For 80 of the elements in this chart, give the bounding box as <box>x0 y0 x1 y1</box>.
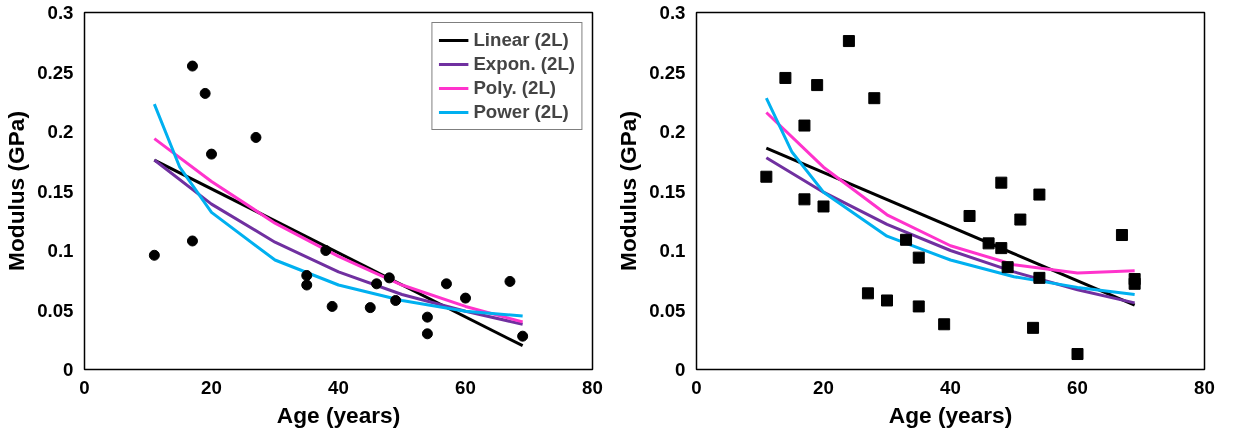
point <box>938 318 951 331</box>
point <box>963 209 976 222</box>
x-axis-title: Age (years) <box>888 401 1013 428</box>
point <box>1071 348 1084 361</box>
point <box>982 237 995 250</box>
point <box>912 300 925 313</box>
point <box>995 242 1008 255</box>
y-tick-label: 0.15 <box>37 180 74 202</box>
y-tick-label: 0.3 <box>659 2 686 23</box>
point <box>817 200 830 213</box>
y-tick-label: 0.05 <box>37 299 74 321</box>
legend-label: Power (2L) <box>473 101 569 123</box>
point <box>798 193 811 206</box>
y-axis-title: Modulus (GPa) <box>615 111 642 271</box>
y-tick-label: 0.2 <box>47 121 74 142</box>
y-tick-label: 0.2 <box>659 121 686 142</box>
point <box>811 79 824 92</box>
point <box>371 278 383 290</box>
point <box>320 245 332 256</box>
y-tick-label: 0.1 <box>659 240 686 261</box>
y-tick-label: 0.25 <box>649 61 686 83</box>
point <box>199 87 211 99</box>
point <box>1115 229 1128 242</box>
point <box>1014 213 1027 226</box>
point <box>868 92 881 105</box>
x-axis-title: Age (years) <box>276 401 401 428</box>
point <box>1027 321 1040 334</box>
line-series <box>764 110 1137 275</box>
x-tick-label: 0 <box>691 376 702 398</box>
y-tick-label: 0.1 <box>47 240 74 261</box>
point <box>881 294 893 307</box>
point <box>460 292 471 304</box>
x-tick-label: 80 <box>1194 376 1215 398</box>
x-tick-label: 80 <box>582 376 603 398</box>
x-tick-label: 60 <box>1067 376 1088 398</box>
point <box>383 272 395 284</box>
point <box>1033 188 1046 201</box>
y-tick-label: 0 <box>63 359 74 380</box>
point <box>861 287 874 300</box>
point <box>301 270 313 281</box>
legend-label: Expon. (2L) <box>473 53 575 75</box>
point <box>1033 271 1046 284</box>
x-tick-label: 0 <box>79 376 90 398</box>
y-tick-label: 0.25 <box>37 61 74 83</box>
point <box>186 60 198 72</box>
x-tick-label: 40 <box>940 376 961 398</box>
point <box>779 71 792 84</box>
point <box>798 119 811 132</box>
point <box>900 233 913 246</box>
point <box>148 249 160 261</box>
line-series <box>764 96 1137 297</box>
x-tick-label: 20 <box>201 376 222 398</box>
point <box>421 328 433 340</box>
y-tick-label: 0 <box>675 359 686 380</box>
point <box>250 131 262 143</box>
point <box>301 279 313 291</box>
legend-label: Linear (2L) <box>473 29 569 51</box>
point <box>760 170 773 183</box>
point <box>995 176 1008 189</box>
point <box>842 35 855 48</box>
point <box>421 311 433 323</box>
point <box>504 275 516 287</box>
y-axis-title: Modulus (GPa) <box>3 111 30 271</box>
x-tick-label: 20 <box>813 376 834 398</box>
point <box>186 235 198 247</box>
y-tick-label: 0.05 <box>649 299 686 321</box>
x-tick-label: 40 <box>328 376 349 398</box>
legend-label: Poly. (2L) <box>473 77 556 99</box>
point <box>1001 261 1014 274</box>
point <box>912 251 925 264</box>
point <box>1128 277 1141 290</box>
point <box>206 148 217 160</box>
point <box>364 302 376 314</box>
point <box>326 300 338 312</box>
x-tick-label: 60 <box>455 376 476 398</box>
point <box>390 294 402 306</box>
point <box>517 330 529 342</box>
point <box>440 278 452 290</box>
y-tick-label: 0.3 <box>47 2 74 23</box>
y-tick-label: 0.15 <box>649 180 686 202</box>
